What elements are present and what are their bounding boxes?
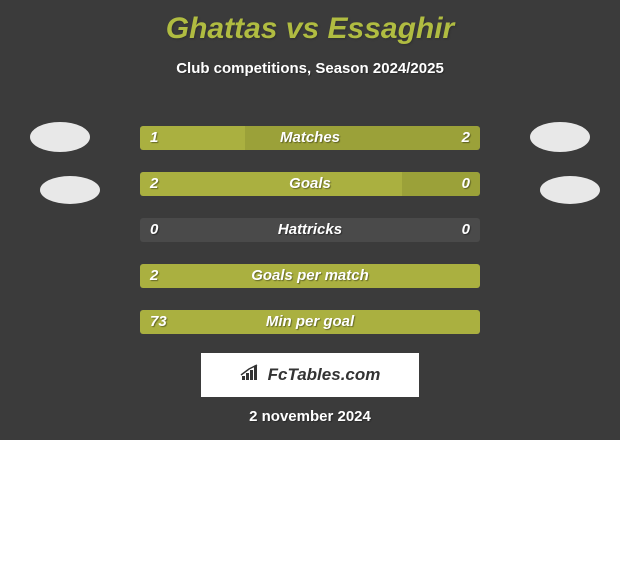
comparison-card: Ghattas vs Essaghir Club competitions, S… — [0, 0, 620, 440]
stat-row: Hattricks0 0 — [140, 218, 480, 242]
stat-value-left: 2 — [150, 264, 158, 288]
player-avatar-left-1 — [30, 122, 90, 152]
stats-area: Matches12Goals20Hattricks00Goals per mat… — [140, 126, 480, 356]
stat-value-left: 2 — [150, 172, 158, 196]
brand-box[interactable]: FcTables.com — [201, 353, 419, 397]
player-avatar-right-1 — [530, 122, 590, 152]
stat-row: Goals per match2 — [140, 264, 480, 288]
page-subtitle: Club competitions, Season 2024/2025 — [0, 60, 620, 77]
stat-value-left: 73 — [150, 310, 167, 334]
player-avatar-right-2 — [540, 176, 600, 204]
brand-text: FcTables.com — [268, 365, 381, 385]
stat-label: Min per goal — [140, 310, 480, 334]
player-avatar-left-2 — [40, 176, 100, 204]
stat-row: Min per goal73 — [140, 310, 480, 334]
stat-value-right: 0 — [462, 218, 470, 242]
stat-label: Goals — [140, 172, 480, 196]
stat-value-right: 0 — [462, 172, 470, 196]
stat-value-left: 0 — [150, 218, 158, 242]
date-label: 2 november 2024 — [0, 408, 620, 425]
brand-label: FcTables.com — [240, 364, 381, 387]
stat-value-left: 1 — [150, 126, 158, 150]
stat-label: Goals per match — [140, 264, 480, 288]
stat-value-right: 2 — [462, 126, 470, 150]
stat-row: Matches1 2 — [140, 126, 480, 150]
page-title: Ghattas vs Essaghir — [0, 0, 620, 46]
stat-label: Hattricks — [140, 218, 480, 242]
stat-row: Goals2 0 — [140, 172, 480, 196]
stat-label: Matches — [140, 126, 480, 150]
brand-chart-icon — [240, 364, 262, 387]
